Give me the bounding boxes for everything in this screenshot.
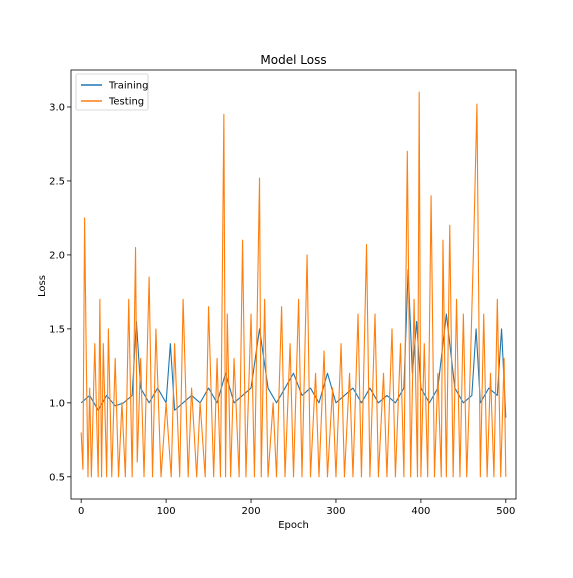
y-tick-label: 2.0 <box>49 250 65 261</box>
chart-title: Model Loss <box>260 53 326 67</box>
legend-label-training: Training <box>108 81 148 92</box>
x-tick-label: 200 <box>241 506 260 517</box>
x-tick-label: 300 <box>326 506 345 517</box>
x-tick-label: 0 <box>78 506 84 517</box>
y-tick-label: 3.0 <box>49 102 65 113</box>
x-tick-label: 500 <box>496 506 515 517</box>
y-tick-label: 0.5 <box>49 472 65 483</box>
y-axis-label: Loss <box>37 275 48 297</box>
x-tick-label: 400 <box>411 506 430 517</box>
legend-label-testing: Testing <box>108 97 144 108</box>
series-line-training <box>80 269 507 418</box>
plot-area: 0 100 200 300 400 500 0.5 1.0 1.5 2.0 2.5 3.0 Traini… <box>49 69 517 517</box>
x-tick-label: 100 <box>157 506 176 517</box>
y-tick-label: 2.5 <box>49 176 65 187</box>
series-line-testing <box>80 91 507 478</box>
y-tick-label: 1.0 <box>49 398 65 409</box>
plot-frame <box>70 69 517 500</box>
x-axis-label: Epoch <box>278 520 309 531</box>
y-tick-label: 1.5 <box>49 324 65 335</box>
